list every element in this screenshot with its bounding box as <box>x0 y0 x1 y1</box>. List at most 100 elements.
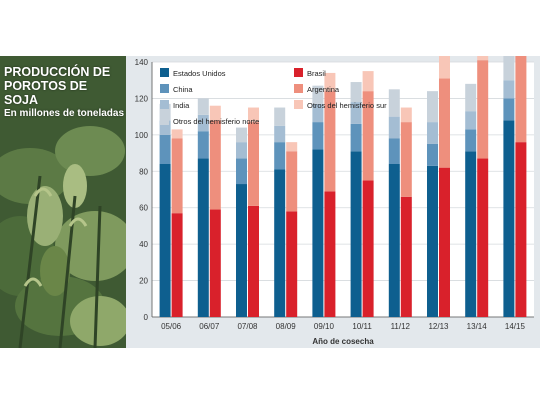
infographic-title: PRODUCCIÓN DE POROTOS DE SOJA <box>4 65 111 107</box>
legend-swatch-china <box>160 84 169 93</box>
x-tick-label: 10/11 <box>352 322 372 331</box>
y-tick-label: 20 <box>139 277 148 286</box>
bar-argentina <box>477 60 489 159</box>
bar-india <box>159 120 171 135</box>
legend-label-otros-norte: Otros del hemisferio norte <box>173 117 259 126</box>
bar-otros-sur <box>477 56 489 61</box>
bar-otros-sur <box>362 71 374 92</box>
bar-otros-norte <box>427 91 438 123</box>
bar-brasil <box>209 209 221 317</box>
x-tick-label: 14/15 <box>505 322 526 331</box>
bar-argentina <box>400 122 412 197</box>
bar-otros-norte <box>236 127 247 143</box>
bar-estados-unidos <box>159 164 171 317</box>
bar-india <box>197 114 209 132</box>
bar-otros-norte <box>388 89 400 117</box>
bar-argentina <box>286 151 298 212</box>
x-tick-label: 07/08 <box>237 322 258 331</box>
bar-china <box>388 138 400 164</box>
legend-label-india: India <box>173 101 190 110</box>
bar-india <box>274 125 286 143</box>
x-tick-label: 13/14 <box>467 322 488 331</box>
legend-swatch-argentina <box>294 84 303 93</box>
bar-china <box>465 129 477 152</box>
legend-swatch-estados-unidos <box>160 68 169 77</box>
bar-brasil <box>324 191 336 317</box>
y-tick-label: 40 <box>139 240 148 249</box>
y-tick-label: 80 <box>139 167 148 176</box>
bar-argentina <box>248 122 259 206</box>
bar-brasil <box>362 180 374 317</box>
bar-china <box>159 134 171 164</box>
bar-india <box>350 102 362 124</box>
legend-label-china: China <box>173 85 193 94</box>
bar-estados-unidos <box>427 165 438 317</box>
bar-otros-norte <box>312 85 324 104</box>
legend-swatch-otros-sur <box>294 100 303 109</box>
bar-estados-unidos <box>236 184 247 317</box>
bar-estados-unidos <box>312 149 324 317</box>
bar-china <box>350 123 362 152</box>
bar-estados-unidos <box>274 169 286 317</box>
bar-otros-norte <box>274 107 286 126</box>
bar-otros-sur <box>248 107 259 123</box>
y-tick-label: 120 <box>135 94 149 103</box>
bar-argentina <box>515 56 527 143</box>
bar-estados-unidos <box>197 158 209 317</box>
bar-india <box>388 116 400 139</box>
y-tick-label: 140 <box>135 58 149 67</box>
bar-brasil <box>248 205 259 317</box>
bar-estados-unidos <box>388 164 400 317</box>
bar-estados-unidos <box>503 120 515 318</box>
bar-argentina <box>324 91 336 192</box>
bar-otros-norte <box>197 98 209 115</box>
bar-otros-norte <box>503 56 515 81</box>
bar-estados-unidos <box>350 151 362 317</box>
bar-brasil <box>515 142 527 317</box>
x-tick-label: 09/10 <box>314 322 335 331</box>
legend-swatch-india <box>160 100 169 109</box>
bar-brasil <box>171 213 183 317</box>
legend-label-estados-unidos: Estados Unidos <box>173 69 226 78</box>
infographic-subtitle: En millones de toneladas <box>4 108 125 119</box>
soybean-production-chart: 0 20 40 60 80 100 120 140 05/06 06/07 07/08 08/09 09… <box>135 56 534 346</box>
bar-argentina <box>209 120 221 210</box>
y-tick-label: 60 <box>139 204 148 213</box>
legend-label-otros-sur: Otros del hemisferio sur <box>307 101 387 110</box>
x-tick-label: 05/06 <box>161 322 182 331</box>
bar-china <box>236 158 247 185</box>
bar-india <box>503 80 515 99</box>
bar-brasil <box>286 211 298 317</box>
bar-china <box>274 142 286 170</box>
bar-india <box>427 122 438 144</box>
bar-argentina <box>362 91 374 181</box>
x-tick-label: 12/13 <box>428 322 449 331</box>
bar-argentina <box>439 78 450 168</box>
bar-otros-norte <box>159 103 171 121</box>
bar-china <box>197 131 209 159</box>
x-axis-label: Año de cosecha <box>312 337 374 346</box>
bar-otros-sur <box>400 107 412 123</box>
bar-otros-sur <box>286 142 298 152</box>
bar-otros-norte <box>465 83 477 112</box>
legend-label-brasil: Brasil <box>307 69 326 78</box>
bar-otros-sur <box>209 105 221 121</box>
bar-india <box>312 103 324 123</box>
bar-china <box>427 143 438 166</box>
y-tick-label: 100 <box>135 131 149 140</box>
bar-argentina <box>171 138 183 214</box>
y-tick-label: 0 <box>144 313 149 322</box>
bar-brasil <box>439 167 450 317</box>
bar-brasil <box>477 158 489 317</box>
legend-swatch-otros-norte <box>160 116 169 125</box>
bar-india <box>465 111 477 130</box>
bar-china <box>503 98 515 121</box>
soybean-plant-photo <box>0 56 126 348</box>
bar-india <box>236 142 247 159</box>
bar-estados-unidos <box>465 151 477 317</box>
bar-brasil <box>400 196 412 317</box>
x-tick-label: 11/12 <box>391 322 411 331</box>
bar-otros-norte <box>350 82 362 103</box>
legend-label-argentina: Argentina <box>307 85 340 94</box>
bar-otros-sur <box>171 129 183 139</box>
